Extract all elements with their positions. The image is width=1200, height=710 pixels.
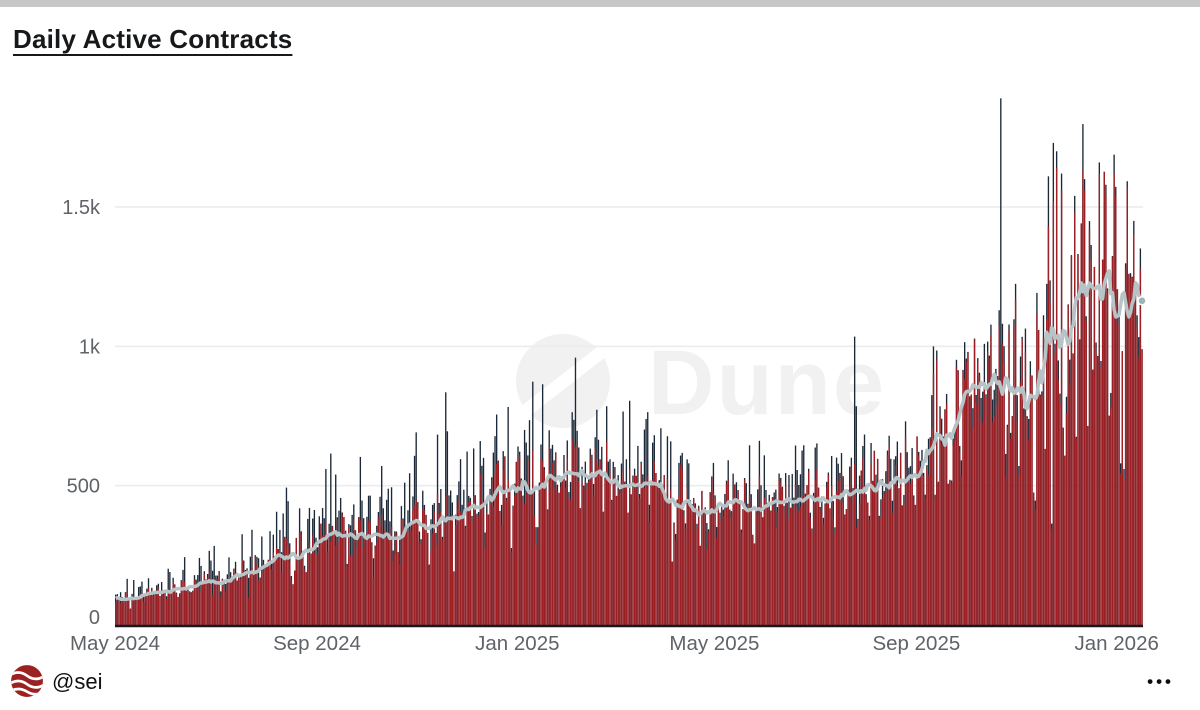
- x-axis-tick-label: Jan 2026: [1075, 632, 1159, 655]
- window-top-edge: [0, 0, 1200, 7]
- bar-series-total: [115, 98, 1143, 626]
- dune-watermark-text: Dune: [648, 332, 886, 434]
- y-axis-tick-label: 1.5k: [62, 197, 101, 219]
- moving-average-end-marker: [1137, 296, 1147, 306]
- x-axis-tick-label: May 2024: [70, 632, 160, 655]
- y-axis-tick-label: 500: [67, 476, 100, 498]
- y-axis-tick-label: 1k: [79, 336, 101, 358]
- x-axis-tick-label: Sep 2024: [273, 632, 361, 655]
- y-axis-tick-label: 0: [89, 607, 100, 629]
- dune-watermark-icon: Dune: [516, 332, 886, 434]
- chart-title-link[interactable]: Daily Active Contracts: [13, 24, 293, 54]
- author-handle[interactable]: @sei: [52, 669, 103, 694]
- x-axis-tick-label: Jan 2025: [475, 632, 559, 655]
- more-options-button[interactable]: •••: [1143, 668, 1178, 696]
- x-axis-tick-label: May 2025: [669, 632, 759, 655]
- sei-logo-icon: [11, 665, 43, 697]
- bar-series-active: [115, 167, 1143, 626]
- moving-average-line: [114, 269, 1144, 602]
- x-axis-tick-label: Sep 2025: [872, 632, 960, 655]
- footer: @sei •••: [0, 662, 1200, 702]
